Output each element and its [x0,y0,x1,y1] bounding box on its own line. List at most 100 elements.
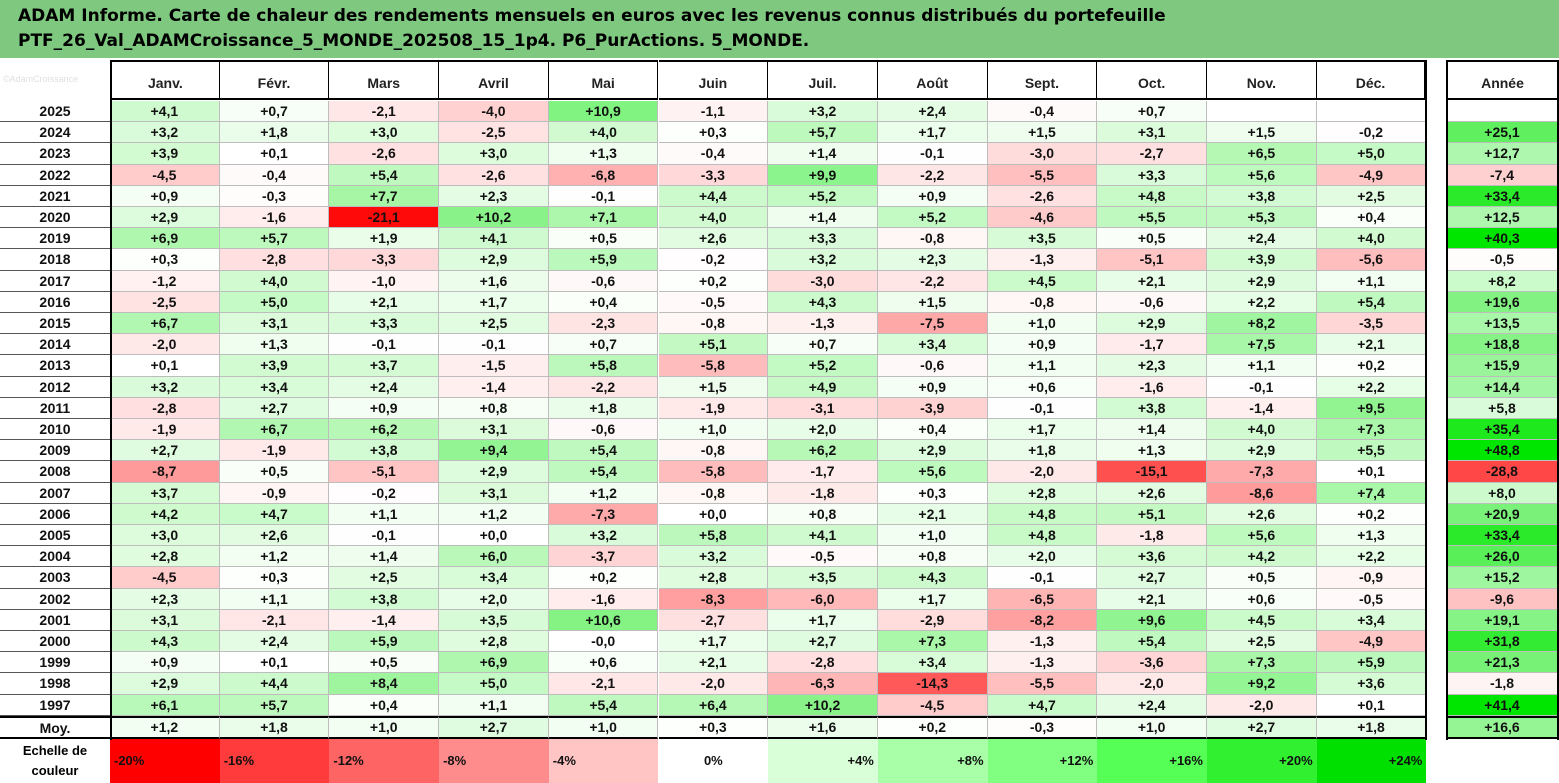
heatmap-cell: +3,8 [329,440,440,462]
heatmap-cell: +1,1 [329,503,440,525]
heatmap-cell: -2,6 [439,164,549,186]
heatmap-cell: +3,2 [548,525,659,547]
heatmap-cell: -2,7 [658,609,769,631]
annual-cell: +5,8 [1446,397,1559,419]
heatmap-cell: +6,1 [110,694,220,716]
heatmap-cell: +1,1 [1316,270,1427,292]
heatmap-cell: -0,6 [548,419,659,441]
heatmap-cell: -2,0 [1097,673,1207,695]
heatmap-cell: -0,4 [219,164,330,186]
heatmap-cell: +0,2 [658,270,769,292]
annual-cell: +25,1 [1446,122,1559,144]
heatmap-cell: +3,6 [1097,546,1207,568]
heatmap-cell: -0,8 [877,228,988,250]
heatmap-cell: -1,6 [548,588,659,610]
annual-cell: +8,2 [1446,270,1559,292]
heatmap-cell: -0,1 [1207,376,1317,398]
heatmap-cell: +0,9 [987,334,1098,356]
heatmap-cell: -0,8 [987,291,1098,313]
heatmap-cell: -2,9 [877,609,988,631]
heatmap-cell: +2,9 [877,440,988,462]
heatmap-cell: -5,5 [987,673,1098,695]
heatmap-cell: -1,4 [439,376,549,398]
heatmap-cell: -0,8 [658,313,769,335]
heatmap-cell: -0,6 [877,355,988,377]
heatmap-cell: -1,6 [1097,376,1207,398]
heatmap-cell: +5,4 [548,440,659,462]
heatmap-cell: +5,4 [329,164,440,186]
heatmap-cell: -3,6 [1097,652,1207,674]
heatmap-cell: +2,8 [439,631,549,653]
heatmap-cell: +2,1 [1097,270,1207,292]
heatmap-cell: +3,1 [110,609,220,631]
heatmap-cell: -1,8 [1097,525,1207,547]
heatmap-cell: +5,4 [548,694,659,716]
annual-cell: +31,8 [1446,631,1559,653]
heatmap-cell: -4,9 [1316,164,1427,186]
heatmap-cell: +1,3 [1316,525,1427,547]
heatmap-cell: +5,5 [1097,207,1207,229]
heatmap-cell: -3,5 [1316,313,1427,335]
average-label: Moy. [0,715,110,739]
heatmap-cell: +3,0 [110,525,220,547]
annual-cell: +26,0 [1446,546,1559,568]
heatmap-cell: +3,7 [110,482,220,504]
heatmap-cell: +0,7 [548,334,659,356]
heatmap-cell: +2,1 [329,291,440,313]
heatmap-cell: +1,8 [987,440,1098,462]
heatmap-cell: +3,0 [329,122,440,144]
heatmap-cell: +3,2 [110,376,220,398]
heatmap-cell: -3,7 [548,546,659,568]
heatmap-cell: -2,2 [548,376,659,398]
heatmap-cell: -2,1 [548,673,659,695]
heatmap-cell: -2,6 [329,143,440,165]
heatmap-cell: +3,8 [1207,185,1317,207]
heatmap-cell: -2,0 [658,673,769,695]
average-cell: +0,2 [877,715,988,739]
heatmap-cell: +2,4 [219,631,330,653]
heatmap-cell: +1,3 [548,143,659,165]
average-cell: +1,0 [329,715,440,739]
heatmap-cell: +2,9 [439,249,549,271]
heatmap-cell: +3,5 [768,567,878,589]
heatmap-cell: +5,4 [1097,631,1207,653]
heatmap-cell: +2,5 [439,313,549,335]
heatmap-cell: +5,9 [548,249,659,271]
annual-cell: +48,8 [1446,440,1559,462]
heatmap-cell: +3,2 [768,249,878,271]
heatmap-cell: +3,4 [439,567,549,589]
heatmap-cell: +2,7 [1097,567,1207,589]
row-year-label: 2010 [0,419,110,441]
heatmap-cell: +5,7 [219,228,330,250]
heatmap-cell: -2,6 [987,185,1098,207]
heatmap-cell: +4,8 [1097,185,1207,207]
heatmap-cell: +1,4 [329,546,440,568]
average-cell: +1,2 [110,715,220,739]
heatmap-cell: -0,1 [329,525,440,547]
heatmap-cell: +6,2 [329,419,440,441]
row-year-label: 2022 [0,164,110,186]
heatmap-cell: -3,9 [877,397,988,419]
heatmap-cell: +10,2 [439,207,549,229]
heatmap-cell: +4,1 [110,101,220,123]
annual-cell: +41,4 [1446,694,1559,716]
heatmap-cell: -14,3 [877,673,988,695]
heatmap-cell: +0,4 [329,694,440,716]
heatmap-cell: +5,2 [768,185,878,207]
heatmap-cell: +0,1 [1316,461,1427,483]
heatmap-cell: +4,4 [219,673,330,695]
heatmap-cell: -8,2 [987,609,1098,631]
row-year-label: 2018 [0,249,110,271]
heatmap-cell: +6,4 [658,694,769,716]
heatmap-cell: +1,8 [219,122,330,144]
heatmap-cell: +1,1 [987,355,1098,377]
heatmap-cell: +7,4 [1316,482,1427,504]
heatmap-cell: -2,0 [1207,694,1317,716]
heatmap-cell: +2,7 [768,631,878,653]
heatmap-cell: +5,6 [1207,525,1317,547]
heatmap-cell: +0,5 [1097,228,1207,250]
row-year-label: 2021 [0,185,110,207]
heatmap-cell: +2,8 [987,482,1098,504]
heatmap-cell: +1,5 [877,291,988,313]
heatmap-cell: +0,4 [877,419,988,441]
